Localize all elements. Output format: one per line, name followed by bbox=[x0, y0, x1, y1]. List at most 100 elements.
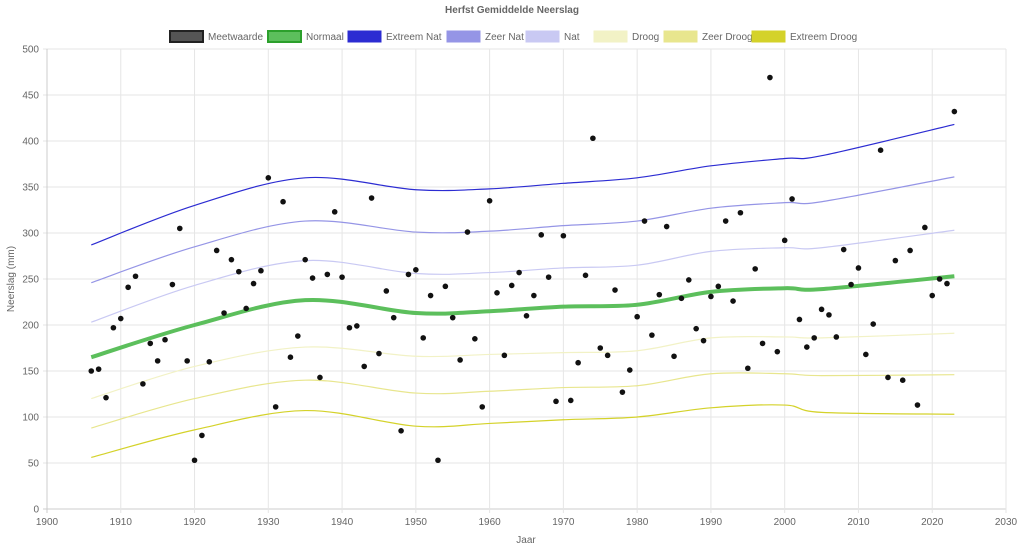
legend-item-zeer-droog[interactable]: Zeer Droog bbox=[663, 30, 753, 43]
data-point bbox=[221, 310, 227, 316]
legend-label: Extreem Droog bbox=[790, 32, 857, 43]
x-tick-label: 1970 bbox=[552, 517, 575, 528]
data-point bbox=[125, 284, 131, 291]
y-tick-label: 150 bbox=[22, 367, 39, 378]
curve-normaal bbox=[90, 274, 955, 360]
legend-item-zeer-nat[interactable]: Zeer Nat bbox=[446, 30, 524, 43]
data-point bbox=[715, 283, 722, 290]
data-point bbox=[730, 298, 736, 304]
y-tick-label: 0 bbox=[33, 505, 39, 516]
data-point bbox=[649, 332, 655, 338]
data-point bbox=[154, 358, 161, 364]
data-point bbox=[685, 277, 692, 283]
legend-item-normaal[interactable]: Normaal bbox=[267, 30, 344, 43]
grid bbox=[43, 48, 1007, 513]
data-point bbox=[324, 271, 331, 278]
data-point bbox=[191, 457, 198, 464]
data-point bbox=[671, 353, 677, 360]
data-point bbox=[457, 357, 463, 363]
data-point bbox=[663, 223, 670, 230]
y-tick-label: 50 bbox=[28, 459, 40, 470]
x-tick-label: 2010 bbox=[847, 517, 870, 528]
measurement-points bbox=[88, 74, 958, 464]
data-point bbox=[169, 281, 176, 288]
legend-item-meetwaarde[interactable]: Meetwaarde bbox=[169, 30, 263, 43]
data-point bbox=[826, 312, 832, 318]
data-point bbox=[899, 377, 906, 384]
data-point bbox=[796, 316, 803, 323]
data-point bbox=[486, 198, 493, 204]
data-point bbox=[863, 351, 869, 358]
legend-swatch bbox=[525, 30, 560, 43]
legend-swatch bbox=[169, 30, 204, 43]
data-point bbox=[590, 135, 596, 142]
legend-item-nat[interactable]: Nat bbox=[525, 30, 580, 43]
data-point bbox=[767, 74, 773, 81]
data-point bbox=[693, 325, 699, 332]
legend-item-extreem-droog[interactable]: Extreem Droog bbox=[751, 30, 857, 43]
data-point bbox=[501, 352, 508, 359]
data-point bbox=[818, 306, 825, 313]
data-point bbox=[494, 290, 500, 296]
data-point bbox=[420, 335, 427, 341]
data-point bbox=[472, 336, 478, 342]
data-point bbox=[612, 287, 618, 293]
data-point bbox=[641, 218, 648, 224]
data-point bbox=[929, 292, 936, 299]
data-point bbox=[892, 257, 899, 264]
legend[interactable]: Meetwaarde Normaal Extreem Nat Zeer Nat Nat D… bbox=[169, 30, 857, 43]
data-point bbox=[110, 324, 117, 331]
data-point bbox=[914, 402, 921, 408]
data-point bbox=[140, 381, 146, 387]
data-point bbox=[567, 397, 574, 404]
data-point bbox=[944, 280, 950, 287]
data-point bbox=[907, 247, 913, 254]
data-point bbox=[840, 246, 847, 253]
x-axis-ticks: 1900 1910 1920 1930 1940 1950 1960 1970 1980 1990… bbox=[36, 517, 1018, 528]
x-tick-label: 1930 bbox=[257, 517, 280, 528]
y-tick-label: 450 bbox=[22, 91, 39, 102]
data-point bbox=[678, 295, 685, 302]
x-tick-label: 1990 bbox=[700, 517, 723, 528]
curve-extreem-nat bbox=[91, 123, 955, 246]
data-point bbox=[243, 305, 249, 312]
data-point bbox=[206, 359, 213, 365]
legend-swatch bbox=[663, 30, 698, 43]
data-point bbox=[752, 266, 758, 272]
data-point bbox=[103, 394, 109, 401]
x-tick-label: 1920 bbox=[183, 517, 206, 528]
data-point bbox=[88, 368, 95, 374]
x-tick-label: 1940 bbox=[331, 517, 354, 528]
legend-item-droog[interactable]: Droog bbox=[593, 30, 659, 43]
data-point bbox=[213, 247, 220, 254]
data-point bbox=[538, 232, 545, 238]
data-point bbox=[265, 175, 272, 181]
x-tick-label: 2020 bbox=[921, 517, 944, 528]
data-point bbox=[833, 334, 840, 340]
data-point bbox=[236, 268, 242, 275]
x-axis-label: Jaar bbox=[516, 535, 536, 546]
data-point bbox=[545, 274, 552, 280]
x-tick-label: 2000 bbox=[774, 517, 797, 528]
legend-label: Extreem Nat bbox=[386, 32, 442, 43]
x-tick-label: 1960 bbox=[478, 517, 501, 528]
data-point bbox=[759, 340, 766, 347]
data-point bbox=[405, 271, 412, 278]
data-point bbox=[531, 292, 537, 299]
data-point bbox=[361, 363, 368, 370]
data-point bbox=[309, 275, 316, 281]
legend-label: Normaal bbox=[306, 32, 344, 43]
data-point bbox=[331, 209, 338, 215]
data-point bbox=[781, 237, 788, 244]
data-point bbox=[479, 404, 486, 410]
data-point bbox=[442, 283, 449, 290]
y-axis-label: Neerslag (mm) bbox=[6, 246, 17, 312]
data-point bbox=[951, 108, 958, 115]
legend-item-extreem-nat[interactable]: Extreem Nat bbox=[347, 30, 442, 43]
data-point bbox=[575, 359, 581, 366]
data-point bbox=[449, 314, 456, 321]
data-point bbox=[885, 374, 891, 381]
legend-label: Zeer Nat bbox=[485, 32, 524, 43]
y-axis-ticks: 0 50 100 150 200 250 300 350 400 450 500 bbox=[22, 45, 39, 516]
data-point bbox=[464, 229, 471, 235]
